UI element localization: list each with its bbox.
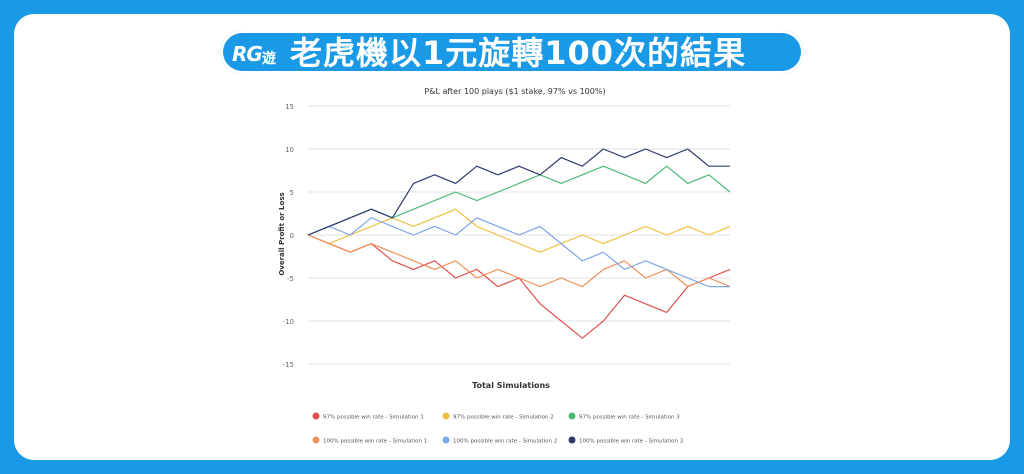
x-axis-label: Total Simulations: [472, 381, 550, 390]
logo-text: RG: [232, 42, 263, 66]
y-tick-label: -5: [287, 275, 294, 283]
content-card: [14, 14, 1010, 460]
legend-label: 97% possible win rate - Simulation 3: [579, 415, 680, 421]
legend-label: 97% possible win rate - Simulation 2: [453, 415, 554, 421]
y-tick-label: -15: [283, 361, 294, 369]
series-lines: [307, 148, 731, 339]
legend-label: 100% possible win rate - Simulation 2: [453, 439, 557, 445]
series-line: [307, 208, 731, 253]
legend-marker: [568, 412, 576, 420]
legend-marker: [568, 436, 576, 444]
y-axis-label: Overall Profit or Loss: [278, 192, 286, 275]
legend-marker: [312, 436, 320, 444]
series-line: [307, 165, 731, 236]
legend-item[interactable]: 100% possible win rate - Simulation 1: [312, 436, 428, 445]
series-line: [307, 148, 730, 236]
legend: 97% possible win rate - Simulation 1 97% …: [312, 412, 684, 445]
y-tick-label: -10: [283, 318, 294, 326]
legend-item[interactable]: 100% possible win rate - Simulation 3: [568, 436, 684, 445]
legend-marker: [312, 412, 320, 420]
legend-marker: [442, 412, 450, 420]
legend-marker: [442, 436, 450, 444]
series-line: [307, 234, 731, 288]
rg-logo: RG 遊: [228, 40, 290, 70]
y-tick-label: 10: [285, 146, 294, 154]
legend-label: 100% possible win rate - Simulation 3: [579, 439, 684, 445]
title-banner: [220, 30, 804, 74]
y-tick-label: 0: [290, 232, 294, 240]
legend-item[interactable]: 97% possible win rate - Simulation 1: [312, 412, 424, 421]
series-line: [307, 234, 731, 339]
banner-title: 老虎機以1元旋轉100次的結果: [290, 34, 747, 72]
grid: -15 -10 -5 0 5 10 15: [283, 103, 730, 369]
legend-label: 97% possible win rate - Simulation 1: [323, 415, 424, 421]
legend-item[interactable]: 97% possible win rate - Simulation 3: [568, 412, 681, 421]
chart-title: P&L after 100 plays ($1 stake, 97% vs 10…: [424, 87, 605, 96]
logo-subtext: 遊: [262, 51, 276, 67]
legend-item[interactable]: 100% possible win rate - Simulation 2: [442, 436, 558, 445]
y-tick-label: 15: [285, 103, 294, 111]
legend-label: 100% possible win rate - Simulation 1: [323, 439, 427, 445]
y-tick-label: 5: [290, 189, 294, 197]
legend-item[interactable]: 97% possible win rate - Simulation 2: [442, 412, 554, 421]
series-line: [307, 217, 730, 288]
